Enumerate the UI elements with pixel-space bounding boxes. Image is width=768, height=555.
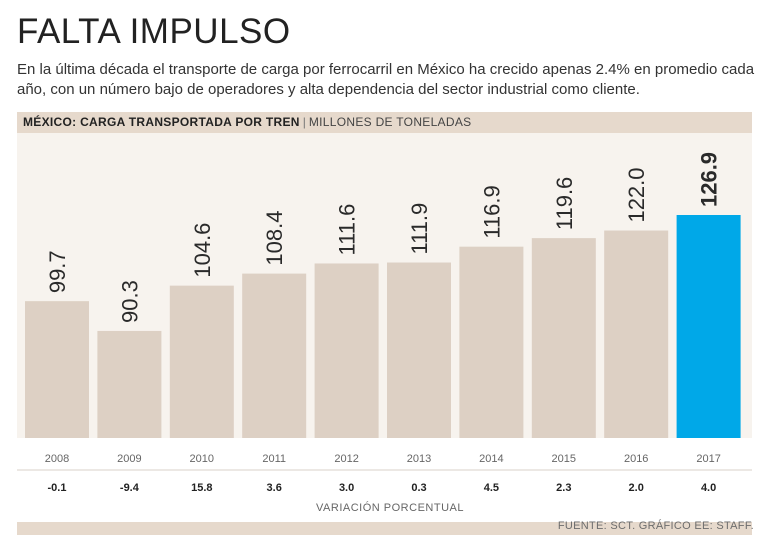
value-label-2011: 108.4 xyxy=(262,211,287,266)
chart-subtitle: En la última década el transporte de car… xyxy=(17,61,755,98)
chart-header-unit: MILLONES DE TONELADAS xyxy=(308,115,472,129)
variation-2014: 4.5 xyxy=(484,482,499,494)
bar-2008 xyxy=(25,301,89,438)
bar-chart: 99.7 2008 -0.1 90.3 2009 -9.4 104.6 2010 15.8 108… xyxy=(17,152,752,514)
bar-2012 xyxy=(314,263,379,438)
bar-2011 xyxy=(242,273,307,438)
year-label-2017: 2017 xyxy=(696,453,720,465)
value-label-2010: 104.6 xyxy=(190,223,215,278)
year-label-2010: 2010 xyxy=(190,453,214,465)
value-label-2014: 116.9 xyxy=(479,185,504,238)
variation-2012: 3.0 xyxy=(339,482,354,494)
bar-2017 xyxy=(676,215,741,438)
value-label-2012: 111.6 xyxy=(335,204,360,256)
year-label-2016: 2016 xyxy=(624,453,648,465)
value-label-2016: 122.0 xyxy=(624,167,649,222)
variation-2017: 4.0 xyxy=(701,482,716,494)
variation-2016: 2.0 xyxy=(629,482,644,494)
year-label-2015: 2015 xyxy=(552,453,576,465)
bar-2014 xyxy=(459,246,524,438)
year-label-2012: 2012 xyxy=(334,453,358,465)
year-label-2008: 2008 xyxy=(45,453,69,465)
bar-2013 xyxy=(387,262,451,438)
bar-2010 xyxy=(169,285,234,438)
source-note: FUENTE: SCT. GRÁFICO EE: STAFF. xyxy=(557,520,754,532)
bar-2016 xyxy=(604,230,669,438)
variation-2009: -9.4 xyxy=(120,482,140,494)
bar-2009 xyxy=(97,330,162,438)
value-label-2009: 90.3 xyxy=(117,280,142,323)
variation-title: VARIACIÓN PORCENTUAL xyxy=(316,501,464,514)
variation-2011: 3.6 xyxy=(267,482,282,494)
year-label-2011: 2011 xyxy=(262,453,286,465)
value-label-2017: 126.9 xyxy=(697,152,722,207)
year-label-2009: 2009 xyxy=(117,453,141,465)
chart-header-separator: | xyxy=(302,115,306,129)
year-label-2014: 2014 xyxy=(479,453,503,465)
variation-2008: -0.1 xyxy=(48,482,67,494)
chart-header-band: MÉXICO: CARGA TRANSPORTADA POR TREN | MILL… xyxy=(17,112,752,133)
bar-2015 xyxy=(531,238,596,438)
chart-title: FALTA IMPULSO xyxy=(17,12,291,51)
variation-2013: 0.3 xyxy=(411,482,426,494)
variation-2010: 15.8 xyxy=(191,482,212,494)
variation-2015: 2.3 xyxy=(556,482,571,494)
year-label-2013: 2013 xyxy=(407,453,431,465)
chart-header-title: MÉXICO: CARGA TRANSPORTADA POR TREN xyxy=(23,115,300,129)
value-label-2015: 119.6 xyxy=(552,177,577,230)
value-label-2013: 111.9 xyxy=(407,203,432,255)
value-label-2008: 99.7 xyxy=(45,250,70,293)
footer-band xyxy=(17,522,752,535)
